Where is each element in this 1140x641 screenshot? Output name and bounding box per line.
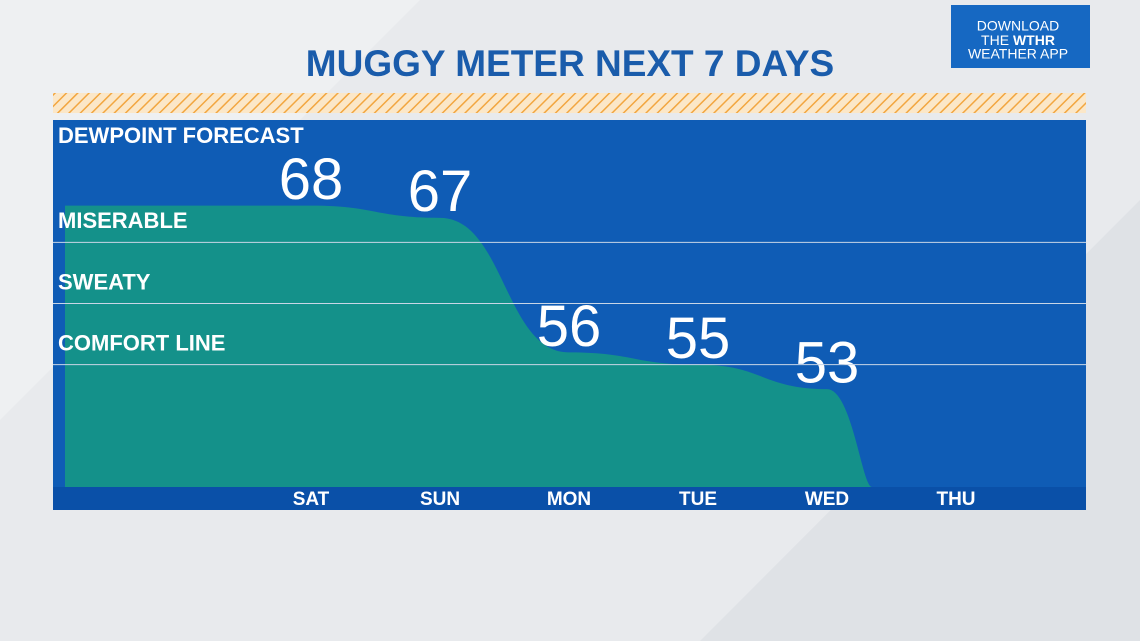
data-label: 68 [279,147,344,212]
data-label: 53 [795,330,860,395]
threshold-label: MISERABLE [58,208,188,233]
hatch-stripe [53,93,1086,113]
logo-text: DOWNLOAD [977,18,1059,34]
logo-text: THE WTHR [981,32,1055,48]
x-axis-strip [53,487,1086,510]
app-logo-box[interactable] [951,5,1090,68]
logo-text: WTHR [1013,32,1055,48]
logo-text: WEATHER APP [968,46,1068,62]
x-tick-label: MON [547,489,591,510]
data-label: 55 [666,306,731,371]
x-tick-label: TUE [679,489,717,510]
threshold-label: SWEATY [58,269,151,294]
chart-title: MUGGY METER NEXT 7 DAYS [306,43,834,84]
data-label: 67 [408,159,473,224]
area [65,205,872,487]
threshold-label: COMFORT LINE [58,330,225,355]
x-tick-label: THU [936,489,975,510]
data-label: 56 [537,294,602,359]
x-tick-label: WED [805,489,849,510]
y-axis-label: DEWPOINT FORECAST [58,123,304,148]
x-tick-label: SAT [293,489,330,510]
logo-text: THE [981,32,1009,48]
x-tick-label: SUN [420,489,460,510]
